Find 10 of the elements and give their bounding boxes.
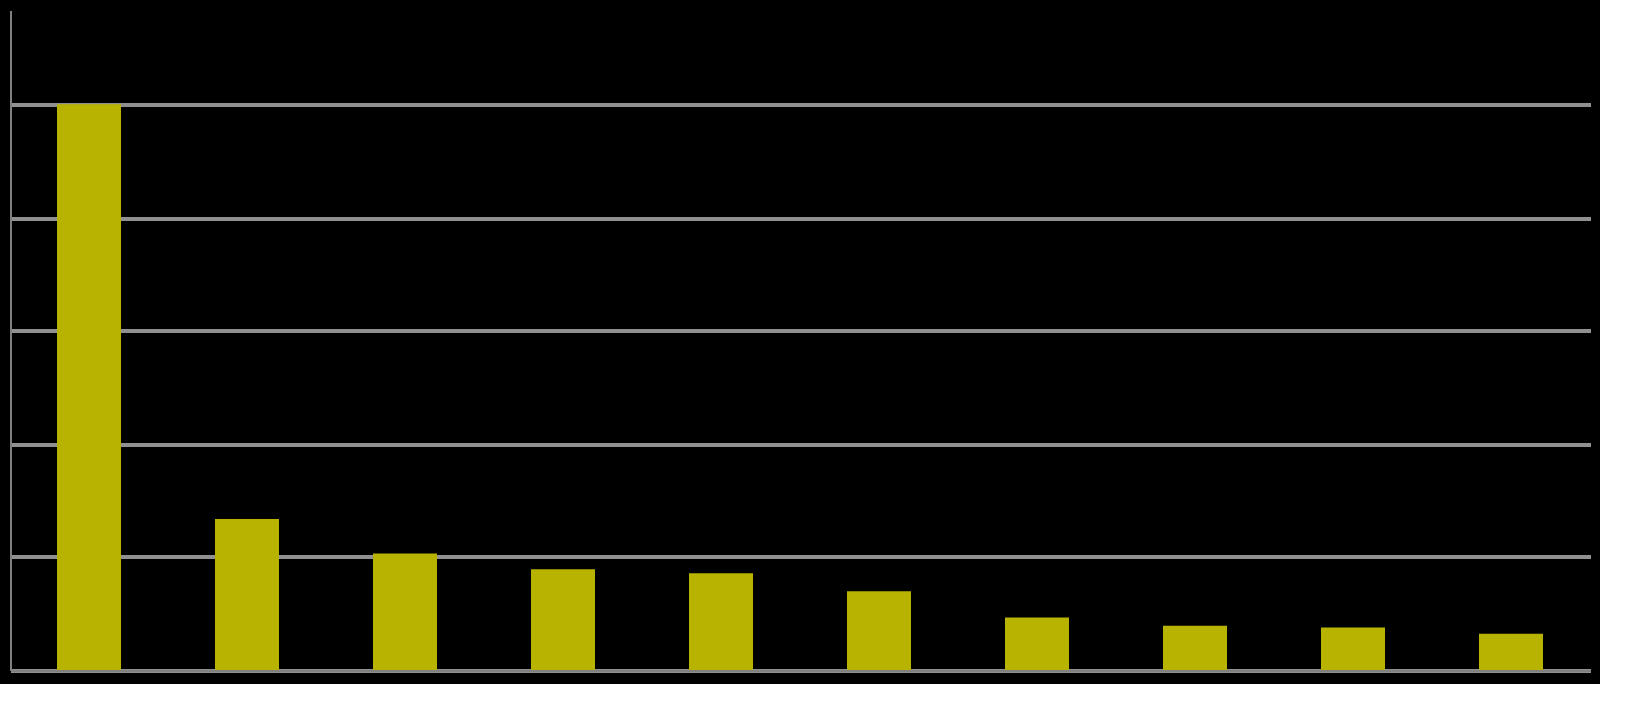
bar bbox=[689, 573, 753, 670]
bar bbox=[215, 518, 279, 670]
bar bbox=[1479, 633, 1543, 670]
bar bbox=[1321, 627, 1385, 670]
bar bbox=[57, 104, 121, 670]
bar bbox=[1005, 617, 1069, 670]
bar bbox=[373, 553, 437, 670]
bar bbox=[531, 569, 595, 670]
bar bbox=[847, 591, 911, 670]
bar bbox=[1163, 625, 1227, 670]
